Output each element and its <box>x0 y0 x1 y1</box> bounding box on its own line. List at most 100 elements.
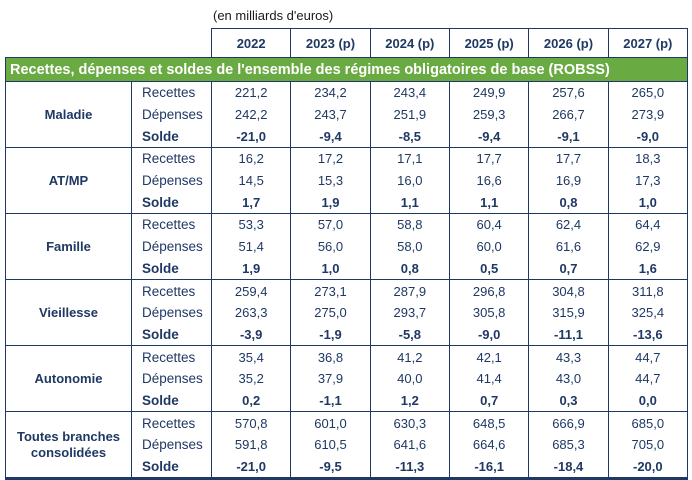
value-cell: 17,1 <box>369 147 450 170</box>
year-header: 2022 <box>210 28 292 58</box>
year-header-row: 2022 2023 (p) 2024 (p) 2025 (p) 2026 (p)… <box>6 28 689 58</box>
value-cell: 43,3 <box>528 345 609 368</box>
table-row: Dépenses 242,2 243,7 251,9 259,3 266,7 273,9 <box>6 103 689 126</box>
value-cell: 666,9 <box>528 411 609 434</box>
row-label: Solde <box>131 191 212 215</box>
value-cell: 37,9 <box>290 367 371 390</box>
value-cell: -3,9 <box>210 323 292 347</box>
row-label: Dépenses <box>131 367 212 390</box>
table-row: Autonomie Recettes 35,4 36,8 41,2 42,1 43,3 44,… <box>5 345 689 413</box>
value-cell: 287,9 <box>369 279 450 302</box>
value-cell: 16,6 <box>448 169 530 192</box>
table-row: Dépenses 591,8 610,5 641,6 664,6 685,3 705,0 <box>6 434 689 456</box>
value-cell: 62,9 <box>607 235 689 258</box>
branch-name: Maladie <box>5 80 132 149</box>
row-label: Dépenses <box>131 169 212 192</box>
value-cell: 249,9 <box>448 80 530 104</box>
value-cell: 0,5 <box>448 257 530 281</box>
value-cell: 311,8 <box>607 279 689 302</box>
value-cell: 16,0 <box>369 169 450 192</box>
value-cell: 58,0 <box>369 235 450 258</box>
table-row: Toutes branches consolidées Recettes 570,8… <box>5 411 689 480</box>
value-cell: 266,7 <box>528 103 609 126</box>
value-cell: 0,3 <box>528 389 609 413</box>
value-cell: 1,1 <box>369 191 450 215</box>
value-cell: -9,1 <box>528 125 609 149</box>
branch-name: Famille <box>5 213 132 281</box>
value-cell: 275,0 <box>290 301 371 324</box>
value-cell: 304,8 <box>528 279 609 302</box>
value-cell: -1,9 <box>290 323 371 347</box>
table-title-banner: Recettes, dépenses et soldes de l'ensemb… <box>5 57 688 82</box>
row-label: Dépenses <box>131 235 212 258</box>
value-cell: 57,0 <box>290 213 371 236</box>
value-cell: 664,6 <box>448 434 530 456</box>
value-cell: 243,4 <box>369 80 450 104</box>
value-cell: 0,2 <box>210 389 292 413</box>
value-cell: 15,3 <box>290 169 371 192</box>
value-cell: 325,4 <box>607 301 689 324</box>
value-cell: -9,0 <box>607 125 689 149</box>
value-cell: 44,7 <box>607 367 689 390</box>
value-cell: -21,0 <box>210 455 292 480</box>
row-label: Recettes <box>131 213 212 236</box>
row-label: Solde <box>131 125 212 149</box>
value-cell: 315,9 <box>528 301 609 324</box>
table-row: Solde 1,9 1,0 0,8 0,5 0,7 1,6 <box>6 257 689 281</box>
branch-name: Autonomie <box>5 345 132 413</box>
value-cell: 259,3 <box>448 103 530 126</box>
row-label: Dépenses <box>131 301 212 324</box>
branch-name: Vieillesse <box>5 279 132 347</box>
year-header: 2023 (p) <box>290 28 371 58</box>
table-row: Dépenses 51,4 56,0 58,0 60,0 61,6 62,9 <box>6 235 689 258</box>
row-label: Solde <box>131 323 212 347</box>
value-cell: 17,2 <box>290 147 371 170</box>
value-cell: 17,7 <box>528 147 609 170</box>
value-cell: 44,7 <box>607 345 689 368</box>
value-cell: 61,6 <box>528 235 609 258</box>
value-cell: 601,0 <box>290 411 371 434</box>
value-cell: 51,4 <box>210 235 292 258</box>
value-cell: 259,4 <box>210 279 292 302</box>
table-row: Solde 1,7 1,9 1,1 1,1 0,8 1,0 <box>6 191 689 215</box>
value-cell: 64,4 <box>607 213 689 236</box>
table-row: Dépenses 263,3 275,0 293,7 305,8 315,9 325,4 <box>6 301 689 324</box>
branch-name: Toutes branches consolidées <box>5 411 132 480</box>
value-cell: -20,0 <box>607 455 689 480</box>
value-cell: 265,0 <box>607 80 689 104</box>
value-cell: 1,7 <box>210 191 292 215</box>
value-cell: -8,5 <box>369 125 450 149</box>
value-cell: 648,5 <box>448 411 530 434</box>
value-cell: 0,8 <box>528 191 609 215</box>
value-cell: -13,6 <box>607 323 689 347</box>
table-row: AT/MP Recettes 16,2 17,2 17,1 17,7 17,7 18,3 <box>5 147 689 215</box>
row-label: Solde <box>131 257 212 281</box>
value-cell: 273,9 <box>607 103 689 126</box>
value-cell: 1,9 <box>290 191 371 215</box>
value-cell: 60,0 <box>448 235 530 258</box>
value-cell: 16,2 <box>210 147 292 170</box>
value-cell: -9,4 <box>290 125 371 149</box>
row-label: Recettes <box>131 411 212 434</box>
row-label: Recettes <box>131 147 212 170</box>
value-cell: 41,2 <box>369 345 450 368</box>
value-cell: 705,0 <box>607 434 689 456</box>
value-cell: 17,3 <box>607 169 689 192</box>
value-cell: 610,5 <box>290 434 371 456</box>
value-cell: 273,1 <box>290 279 371 302</box>
value-cell: 60,4 <box>448 213 530 236</box>
table-row: Solde -21,0 -9,5 -11,3 -16,1 -18,4 -20,0 <box>6 455 689 480</box>
value-cell: 35,2 <box>210 367 292 390</box>
value-cell: 42,1 <box>448 345 530 368</box>
value-cell: -1,1 <box>290 389 371 413</box>
value-cell: 263,3 <box>210 301 292 324</box>
value-cell: -21,0 <box>210 125 292 149</box>
value-cell: 591,8 <box>210 434 292 456</box>
value-cell: -11,1 <box>528 323 609 347</box>
table-row: Solde -3,9 -1,9 -5,8 -9,0 -11,1 -13,6 <box>6 323 689 347</box>
value-cell: 641,6 <box>369 434 450 456</box>
value-cell: 0,7 <box>528 257 609 281</box>
row-label: Dépenses <box>131 434 212 456</box>
value-cell: 243,7 <box>290 103 371 126</box>
value-cell: 1,2 <box>369 389 450 413</box>
